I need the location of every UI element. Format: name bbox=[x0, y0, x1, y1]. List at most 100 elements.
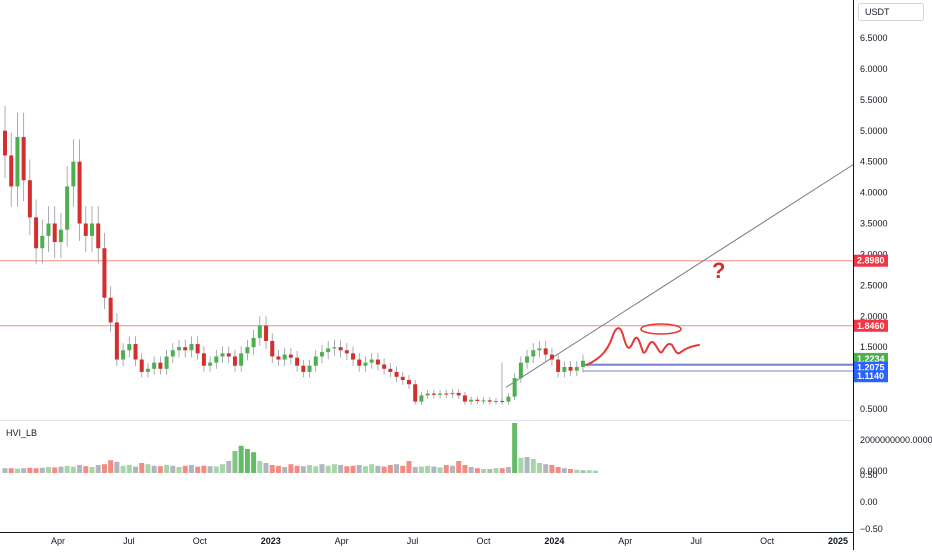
volume-bar bbox=[251, 452, 257, 473]
volume-bar bbox=[319, 464, 325, 473]
candle-body bbox=[83, 223, 88, 236]
candle-body bbox=[170, 350, 175, 357]
volume-bar bbox=[350, 465, 356, 473]
indicator-tick-label: 0.00 bbox=[860, 497, 878, 507]
price-tag-bg bbox=[854, 370, 888, 383]
candle-body bbox=[177, 347, 182, 351]
volume-bar bbox=[543, 464, 549, 473]
volume-bar bbox=[182, 465, 188, 473]
candle-body bbox=[251, 337, 256, 348]
candle-body bbox=[65, 186, 70, 230]
candle-body bbox=[375, 359, 380, 365]
candle-body bbox=[282, 354, 287, 360]
volume-bar bbox=[282, 467, 288, 473]
drawing-annotation[interactable] bbox=[586, 323, 700, 366]
volume-bar bbox=[356, 465, 362, 473]
price-tag-label: 1.8460 bbox=[857, 321, 885, 331]
candle-body bbox=[332, 347, 337, 349]
volume-bar bbox=[33, 468, 39, 473]
volume-bar bbox=[313, 466, 319, 473]
volume-bar bbox=[95, 465, 101, 473]
volume-bar bbox=[294, 465, 300, 473]
volume-bar bbox=[431, 466, 437, 473]
candle-body bbox=[531, 350, 536, 357]
annotation-question-mark[interactable]: ? bbox=[712, 258, 726, 283]
volume-bar bbox=[518, 457, 524, 473]
volume-bar bbox=[244, 449, 250, 473]
volume-bar bbox=[487, 469, 493, 473]
volume-bar bbox=[549, 465, 555, 473]
volume-bar bbox=[412, 467, 418, 473]
candle-body bbox=[549, 354, 554, 360]
price-tick-label: 6.5000 bbox=[860, 33, 888, 43]
candle-body bbox=[108, 297, 113, 323]
time-tick-label: Apr bbox=[335, 536, 349, 546]
volume-bar bbox=[394, 464, 400, 473]
candle-body bbox=[139, 359, 144, 372]
candle-body bbox=[295, 357, 300, 366]
candle-body bbox=[195, 344, 200, 354]
time-tick-label: Oct bbox=[476, 536, 491, 546]
volume-bar bbox=[176, 467, 182, 473]
candle-body bbox=[475, 399, 480, 401]
freehand-ellipse[interactable] bbox=[640, 323, 682, 335]
candle-body bbox=[319, 352, 324, 357]
volume-bar bbox=[369, 464, 375, 473]
price-pane[interactable] bbox=[0, 0, 853, 420]
volume-bar bbox=[505, 467, 511, 473]
volume-bar bbox=[338, 465, 344, 473]
volume-bar bbox=[2, 468, 8, 473]
time-tick-label: Oct bbox=[760, 536, 775, 546]
volume-bar bbox=[39, 467, 45, 473]
volume-bar bbox=[481, 469, 487, 473]
volume-tick-label: 0.0000 bbox=[860, 466, 888, 476]
candle-body bbox=[481, 400, 486, 402]
candle-body bbox=[518, 362, 523, 379]
candle-body bbox=[487, 400, 492, 402]
candle-body bbox=[363, 362, 368, 366]
time-tick-label: 2025 bbox=[828, 536, 848, 546]
candle-body bbox=[40, 235, 45, 249]
time-tick-label: 2024 bbox=[544, 536, 564, 546]
candle-body bbox=[90, 223, 95, 236]
candle-body bbox=[357, 359, 362, 366]
candle-body bbox=[313, 356, 318, 366]
volume-bar bbox=[512, 423, 518, 473]
volume-bar bbox=[257, 461, 263, 473]
volume-bar bbox=[195, 466, 201, 473]
volume-bar bbox=[70, 466, 76, 473]
candle-body bbox=[52, 223, 57, 243]
price-tag-bg bbox=[854, 254, 888, 267]
volume-bar bbox=[418, 466, 424, 473]
volume-bar bbox=[406, 461, 412, 473]
volume-bar bbox=[164, 465, 170, 473]
volume-bar bbox=[456, 461, 462, 473]
volume-bar bbox=[58, 466, 64, 473]
volume-bar bbox=[530, 459, 536, 473]
freehand-path[interactable] bbox=[586, 327, 700, 366]
volume-bar bbox=[52, 467, 58, 473]
volume-bar bbox=[499, 468, 505, 473]
price-tag-label: 1.2075 bbox=[857, 363, 885, 373]
price-tick-label: 0.5000 bbox=[860, 404, 888, 414]
volume-bar bbox=[536, 463, 542, 473]
volume-bar bbox=[21, 468, 27, 473]
candle-body bbox=[444, 393, 449, 395]
candle-body bbox=[413, 384, 418, 402]
candle-body bbox=[27, 180, 32, 218]
volume-bar bbox=[437, 467, 443, 473]
time-tick-label: Jul bbox=[690, 536, 702, 546]
currency-selector[interactable]: USDT bbox=[858, 3, 924, 21]
candle-body bbox=[34, 217, 39, 249]
indicator-legend[interactable]: HVI_LB bbox=[6, 428, 38, 438]
candle-body bbox=[406, 379, 411, 385]
volume-bar bbox=[133, 466, 139, 473]
volume-bar bbox=[77, 465, 83, 473]
candle-body bbox=[400, 376, 405, 380]
volume-bar bbox=[207, 466, 213, 473]
volume-bar bbox=[300, 466, 306, 473]
candle-body bbox=[46, 223, 51, 236]
volume-bar bbox=[27, 467, 33, 473]
